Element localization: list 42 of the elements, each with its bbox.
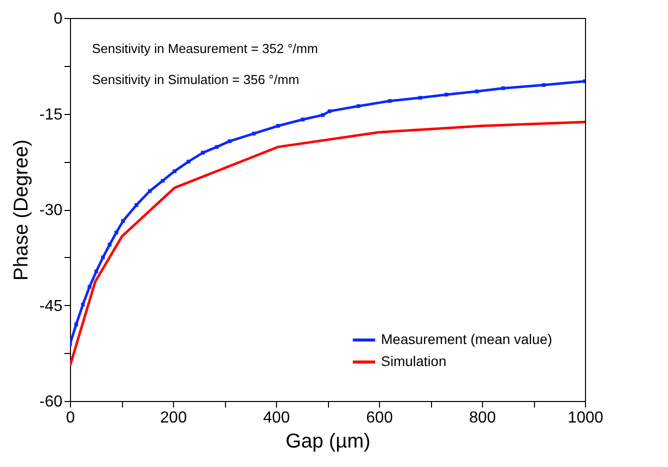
point [172,169,176,174]
point [444,92,448,96]
x-tick-label: 600 [366,410,393,426]
y-tick-label: -15 [39,106,63,124]
point [74,322,78,326]
line-series [70,120,585,368]
point [388,99,392,103]
point [501,86,505,90]
point [252,132,256,136]
point [81,302,85,306]
x-tick-label: 800 [469,410,496,426]
point [186,160,190,164]
point [542,83,546,87]
point [94,270,98,274]
point [121,219,125,223]
point [148,189,152,193]
point [320,113,325,117]
legend-label: Measurement (mean value) [381,331,552,347]
point [88,284,92,289]
point [356,104,360,108]
point [134,203,138,207]
point [114,230,118,234]
legend-label: Simulation [381,353,446,369]
y-tick-label: -60 [39,394,63,410]
y-axis-title: Phase (Degree) [10,139,32,281]
point [474,90,479,94]
y-tick-label: -30 [39,202,63,219]
point [214,145,219,149]
y-tick-label: -45 [39,298,63,315]
point [328,109,332,114]
x-tick-label: 400 [263,410,290,426]
point [101,256,105,260]
x-tick-label: 0 [66,410,76,426]
point [276,124,280,128]
point [108,242,112,246]
x-tick-label: 200 [160,410,187,426]
x-tick-label: 1000 [568,410,604,426]
point [300,118,305,122]
x-axis-title: Gap (µm) [286,430,370,452]
annotation: Sensitivity in Simulation = 356 °/mm [92,72,300,87]
y-tick-label: 0 [54,10,63,28]
annotation: Sensitivity in Measurement = 352 °/mm [92,41,318,56]
